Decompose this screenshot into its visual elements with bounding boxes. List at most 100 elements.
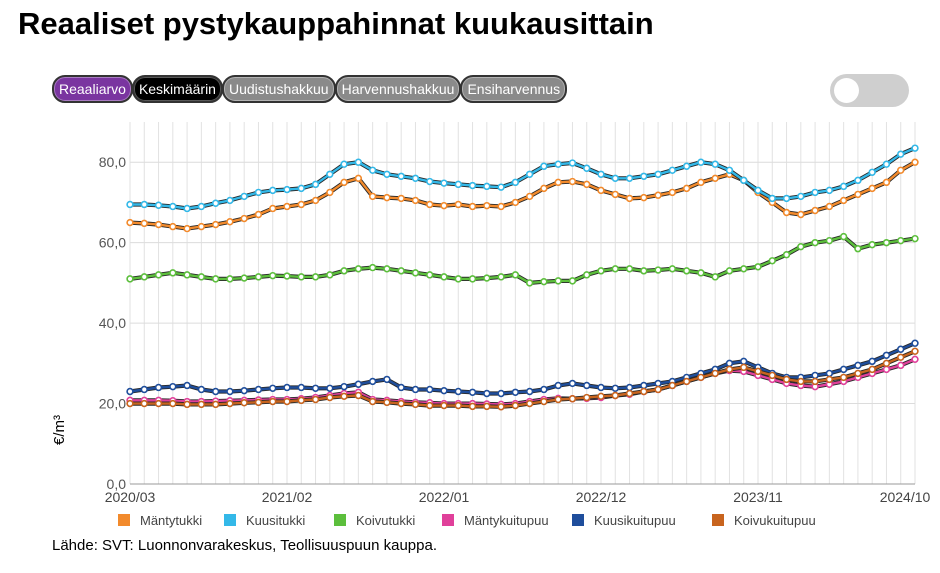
data-point (154, 399, 163, 408)
data-point (740, 265, 748, 273)
data-point (468, 402, 477, 411)
data-point (483, 402, 491, 411)
chart-legend: Mäntytukki Kuusitukki Koivutukki Mäntykuitu… (118, 513, 816, 528)
x-tick-label: 2020/03 (105, 489, 156, 505)
data-point (497, 202, 505, 211)
data-point (782, 208, 791, 217)
data-point (454, 387, 462, 396)
data-point (583, 393, 591, 402)
data-point (782, 375, 791, 384)
data-point (768, 371, 776, 380)
data-point (140, 219, 148, 228)
data-point (240, 399, 248, 407)
data-point (583, 381, 591, 390)
data-point (897, 345, 905, 353)
data-point (454, 401, 462, 410)
data-point (911, 234, 919, 243)
data-point (525, 170, 534, 178)
data-point (811, 371, 819, 380)
y-tick-label: 40,0 (99, 315, 126, 331)
data-point (468, 388, 477, 396)
data-point (269, 271, 277, 280)
data-point (740, 176, 748, 185)
x-tick-label: 2022/01 (419, 489, 470, 505)
first-thinning-button[interactable]: Ensiharvennus (460, 75, 568, 103)
toggle-switch[interactable] (830, 74, 909, 107)
data-point (411, 196, 420, 205)
data-point (169, 222, 177, 231)
data-point (682, 377, 691, 386)
data-point (126, 399, 134, 408)
data-point (483, 182, 491, 191)
series-4 (126, 339, 919, 398)
y-tick-label: 0,0 (107, 476, 127, 492)
data-point (169, 202, 177, 211)
legend-label: Koivukuitupuu (734, 513, 816, 528)
y-tick-label: 80,0 (99, 154, 126, 170)
average-button[interactable]: Keskimäärin (131, 75, 223, 103)
data-point (868, 240, 876, 249)
data-point (283, 397, 291, 406)
data-point (311, 180, 320, 189)
real-value-button[interactable]: Reaaliarvo (52, 75, 133, 103)
view-button-group: Reaaliarvo Keskimäärin Uudistushakkuu Ha… (52, 75, 568, 103)
data-point (397, 194, 405, 203)
data-point (468, 181, 477, 190)
data-point (483, 201, 491, 210)
data-point (911, 347, 919, 355)
data-point (126, 218, 134, 227)
data-point (197, 400, 206, 409)
data-point (340, 382, 348, 391)
data-point (911, 144, 919, 152)
data-point (540, 184, 548, 193)
data-point (183, 204, 191, 213)
data-point (254, 210, 263, 219)
data-point (368, 192, 377, 201)
data-point (240, 274, 248, 282)
data-point (711, 174, 719, 183)
data-point (654, 170, 662, 178)
data-point (354, 380, 363, 388)
data-point (611, 384, 619, 392)
regeneration-felling-button[interactable]: Uudistushakkuu (221, 75, 336, 103)
data-point (226, 275, 234, 283)
data-point (597, 392, 605, 401)
data-point (611, 174, 619, 183)
data-point (283, 202, 291, 211)
x-tick-label: 2022/12 (576, 489, 627, 505)
data-point (625, 194, 634, 203)
data-point (283, 383, 291, 392)
data-point (397, 172, 405, 181)
data-point (525, 279, 534, 287)
data-point (440, 401, 448, 410)
data-point (697, 373, 705, 382)
data-point (283, 272, 291, 280)
data-point (169, 269, 177, 277)
data-point (554, 178, 562, 187)
data-point (354, 391, 363, 400)
data-point (868, 357, 876, 366)
data-point (597, 186, 605, 195)
data-point (911, 355, 919, 364)
series-group (126, 144, 919, 411)
data-point (297, 383, 305, 392)
data-point (797, 192, 805, 201)
chart-title: Reaaliset pystykauppahinnat kuukausittai… (18, 6, 654, 41)
legend-label: Mäntykuitupuu (464, 513, 549, 528)
data-point (654, 266, 662, 274)
data-point (311, 395, 320, 404)
data-point (568, 177, 577, 186)
data-point (226, 218, 234, 226)
data-point (797, 242, 805, 251)
data-point (668, 188, 677, 197)
data-point (654, 385, 662, 394)
data-point (311, 273, 320, 281)
data-point (754, 186, 762, 195)
data-point (426, 401, 434, 410)
data-point (326, 271, 334, 279)
data-point (511, 388, 520, 396)
data-point (440, 273, 448, 281)
data-point (625, 389, 634, 398)
data-point (411, 385, 420, 394)
thinning-felling-button[interactable]: Harvennushakkuu (334, 75, 462, 103)
